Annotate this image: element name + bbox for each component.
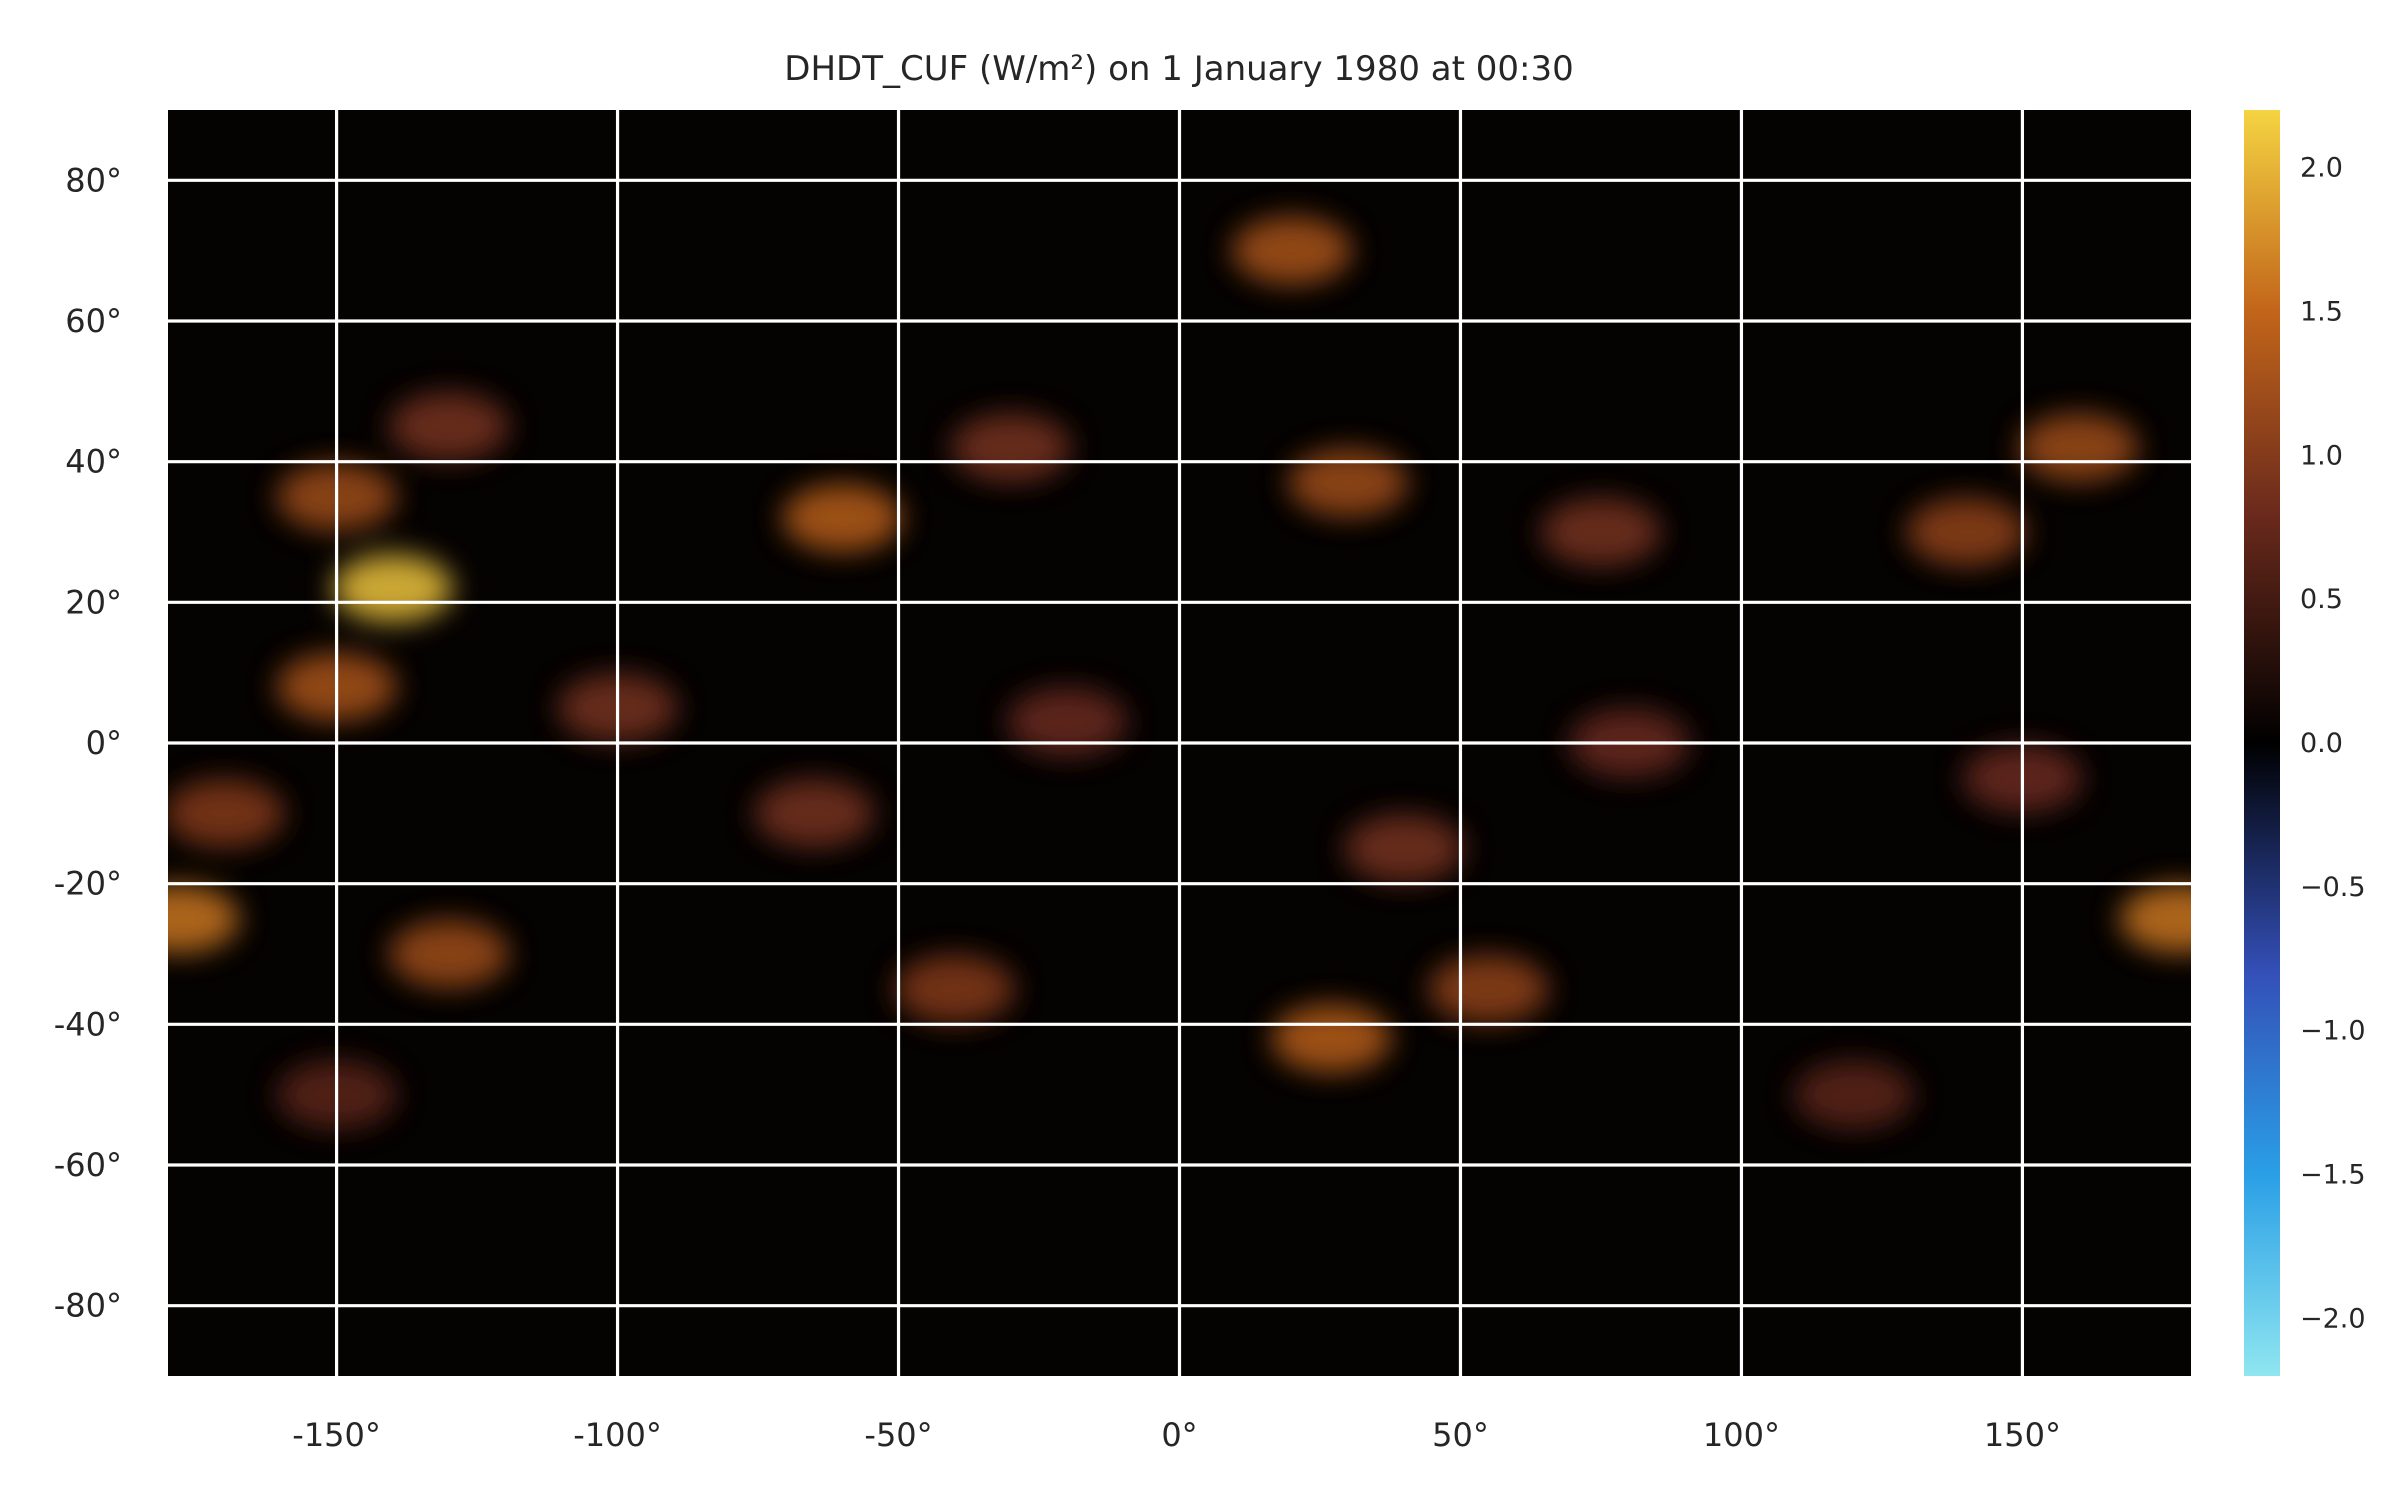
field-feature <box>388 392 509 461</box>
colorbar-tick-label: −2.0 <box>2300 1303 2366 1334</box>
y-tick-label: -80° <box>54 1287 122 1325</box>
colorbar-tick-label: 0.5 <box>2300 584 2343 615</box>
y-tick-label: 0° <box>86 724 122 762</box>
x-tick-label: 50° <box>1432 1416 1489 1454</box>
colorbar-tick-label: 2.0 <box>2300 153 2343 184</box>
field-feature <box>1231 216 1352 285</box>
colorbar-tick-label: 1.5 <box>2300 296 2343 327</box>
x-tick-label: -50° <box>864 1416 932 1454</box>
field-feature <box>950 413 1071 482</box>
field-feature <box>754 779 875 848</box>
colorbar-tick-label: −0.5 <box>2300 872 2366 903</box>
y-tick-label: 80° <box>65 161 122 199</box>
x-tick-label: -150° <box>292 1416 381 1454</box>
colorbar-tick-label: −1.0 <box>2300 1016 2366 1047</box>
y-axis-ticks: 80° 60° 40° 20° 0° -20° -40° -60° -80° <box>54 161 122 1324</box>
colorbar: 2.0 1.5 1.0 0.5 0.0 −0.5 −1.0 −1.5 −2.0 <box>2244 110 2366 1376</box>
y-tick-label: -40° <box>54 1005 122 1043</box>
chart-title: DHDT_CUF (W/m²) on 1 January 1980 at 00:… <box>784 49 1573 89</box>
field-feature <box>1428 955 1549 1024</box>
field-feature <box>1271 1004 1392 1073</box>
y-tick-label: 60° <box>65 302 122 340</box>
field-feature <box>332 554 453 623</box>
x-tick-label: 100° <box>1703 1416 1780 1454</box>
plot-area <box>168 110 2191 1376</box>
colorbar-ticks: 2.0 1.5 1.0 0.5 0.0 −0.5 −1.0 −1.5 −2.0 <box>2300 153 2366 1335</box>
x-tick-label: 150° <box>1984 1416 2061 1454</box>
field-feature <box>168 884 240 953</box>
x-axis-ticks: -150° -100° -50° 0° 50° 100° 150° <box>292 1416 2061 1454</box>
field-feature <box>168 779 285 848</box>
field-feature <box>1344 814 1465 883</box>
field-feature <box>894 955 1015 1024</box>
grid-layer <box>168 110 2191 1376</box>
y-tick-label: -60° <box>54 1146 122 1184</box>
colorbar-bar <box>2244 110 2280 1376</box>
colorbar-tick-label: −1.5 <box>2300 1160 2366 1191</box>
field-layer <box>168 216 2191 1129</box>
field-feature <box>782 483 903 552</box>
y-tick-label: 40° <box>65 443 122 481</box>
colorbar-tick-label: 1.0 <box>2300 440 2343 471</box>
field-feature <box>1906 498 2027 566</box>
field-feature <box>1540 498 1661 566</box>
y-tick-label: 20° <box>65 583 122 621</box>
y-tick-label: -20° <box>54 865 122 903</box>
field-feature <box>1007 687 1128 756</box>
field-feature <box>1793 1060 1914 1129</box>
field-feature <box>1288 448 1409 517</box>
x-tick-label: 0° <box>1161 1416 1197 1454</box>
field-feature <box>388 920 509 988</box>
field-feature <box>2018 413 2139 482</box>
field-feature <box>2119 884 2191 953</box>
x-tick-label: -100° <box>573 1416 662 1454</box>
colorbar-tick-label: 0.0 <box>2300 728 2343 759</box>
